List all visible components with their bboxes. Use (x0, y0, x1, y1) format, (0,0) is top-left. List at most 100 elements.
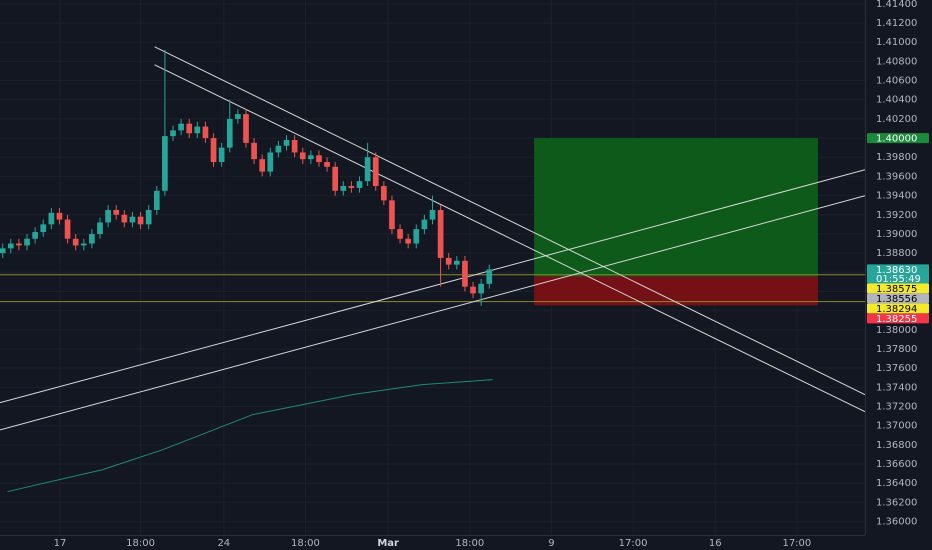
candle-body (40, 224, 47, 233)
moving-average (7, 379, 493, 493)
candle-body (218, 147, 225, 163)
y-tick-label: 1.39400 (876, 191, 917, 202)
candle-body (56, 212, 63, 220)
candle-body (470, 286, 476, 294)
candle-body (105, 209, 111, 223)
candle-body (381, 186, 387, 201)
price-label: 1.38255 (876, 314, 917, 325)
x-tick-label: 18:00 (126, 538, 155, 549)
candle-body (251, 142, 257, 160)
y-tick-label: 1.39600 (876, 171, 917, 182)
y-tick-label: 1.40200 (876, 114, 917, 125)
y-tick-label: 1.36400 (876, 478, 917, 489)
x-tick-label: 17 (54, 538, 67, 549)
x-tick-label: 18:00 (455, 538, 484, 549)
candle-body (235, 114, 241, 119)
candle-body (275, 145, 282, 153)
candle-body (113, 209, 120, 215)
candle-body (137, 216, 144, 225)
candle-body (332, 166, 339, 191)
candle-body (462, 260, 468, 287)
price-label-bg (867, 264, 929, 284)
x-tick-label: 16 (709, 538, 722, 549)
candle-body (194, 126, 201, 134)
y-tick-label: 1.36600 (876, 459, 917, 470)
price-label-bg (867, 313, 929, 324)
candle-body (186, 123, 193, 134)
y-tick-label: 1.40800 (876, 56, 917, 67)
price-label-bg (867, 293, 929, 304)
y-tick-label: 1.38000 (876, 325, 917, 336)
y-tick-label: 1.37000 (876, 421, 917, 432)
x-tick-label: Mar (377, 538, 399, 549)
candle-body (72, 238, 79, 246)
candle-body (259, 159, 266, 172)
candle-body (389, 200, 395, 230)
candle-body (89, 233, 95, 244)
candle-body (153, 190, 160, 210)
price-countdown: 01:55:49 (876, 274, 921, 285)
plot (0, 46, 865, 493)
candle-body (162, 136, 168, 191)
y-tick-label: 1.41000 (876, 37, 917, 48)
y-tick-label: 1.36000 (876, 517, 917, 528)
candle-body (299, 152, 306, 160)
candle-body (97, 222, 103, 234)
x-tick-label: 9 (548, 538, 554, 549)
candle-body (429, 209, 436, 220)
price-label: 1.38630 (876, 265, 917, 276)
candle-body (372, 157, 379, 187)
candle-body (316, 155, 322, 163)
y-tick-label: 1.39200 (876, 210, 917, 221)
candle-body (129, 216, 136, 223)
candle-body (445, 257, 452, 265)
trend-line (0, 195, 865, 431)
price-label: 1.38294 (876, 304, 917, 315)
y-tick-label: 1.39800 (876, 152, 917, 163)
candle-body (364, 157, 371, 182)
y-tick-label: 1.37400 (876, 382, 917, 393)
candle-body (267, 152, 274, 172)
y-tick-label: 1.39000 (876, 229, 917, 240)
candle-body (348, 186, 355, 188)
trend-line (154, 46, 865, 396)
price-label-bg (867, 133, 929, 144)
y-tick-label: 1.40600 (876, 76, 917, 87)
candle-body (145, 209, 152, 225)
candle-body (291, 139, 298, 153)
y-tick-label: 1.37200 (876, 402, 917, 413)
trend-line (0, 169, 865, 404)
candle-body (202, 126, 209, 139)
price-label-bg (867, 303, 929, 314)
price-label: 1.40000 (876, 134, 917, 145)
y-tick-label: 1.41200 (876, 18, 917, 29)
candle-body (48, 212, 55, 225)
candle-body (308, 155, 314, 160)
y-tick-label: 1.40400 (876, 95, 917, 106)
y-tick-label: 1.38800 (876, 248, 917, 259)
y-tick-label: 1.36800 (876, 440, 917, 451)
candle-body (170, 130, 176, 137)
candle-body (0, 248, 6, 254)
candle-body (340, 186, 347, 191)
x-tick-label: 17:00 (782, 538, 811, 549)
loss-zone (534, 276, 818, 306)
y-tick-label: 1.37800 (876, 344, 917, 355)
candle-body (178, 123, 184, 131)
candle-body (16, 243, 22, 246)
candle-body (421, 219, 428, 230)
price-label: 1.38575 (876, 284, 917, 295)
candle-body (453, 260, 460, 265)
y-tick-label: 1.41400 (876, 0, 917, 10)
candle-body (413, 229, 420, 244)
candle-body (397, 229, 403, 239)
candle-body (64, 219, 71, 239)
x-tick-label: 17:00 (619, 538, 648, 549)
price-label-bg (867, 283, 929, 294)
x-tick-label: 18:00 (291, 538, 320, 549)
candle-body (24, 238, 30, 246)
candle-body (226, 118, 233, 148)
y-tick-label: 1.36200 (876, 497, 917, 508)
candle-body (210, 138, 217, 163)
